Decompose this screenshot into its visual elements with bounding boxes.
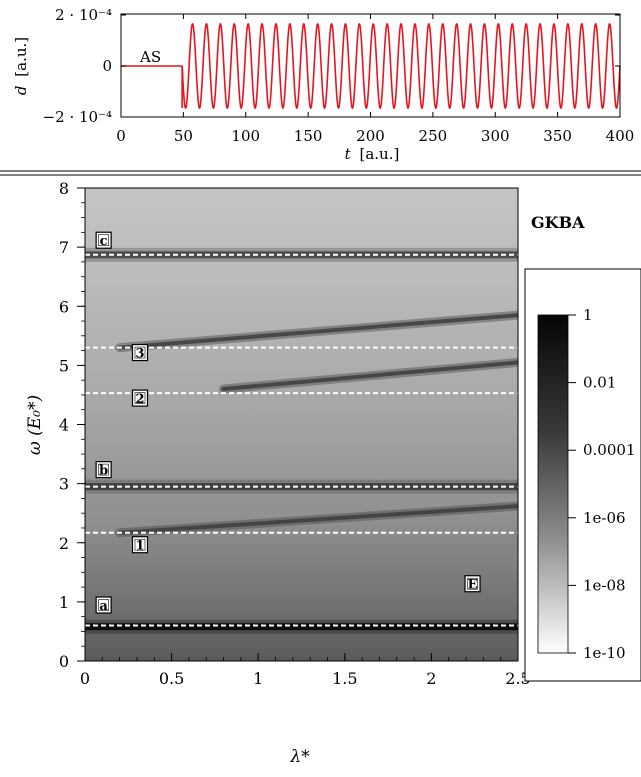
top-x-tick-label: 400 [606, 127, 635, 145]
top-x-tick-label: 250 [419, 127, 448, 145]
top-y-tick-label: 2 · 10⁻⁴ [55, 6, 112, 24]
heatmap-box-label-inner [134, 538, 146, 551]
svg-text:d [a.u.]: d [a.u.] [12, 37, 30, 95]
heatmap-box-label: c [95, 231, 112, 249]
colorbar-tick-label: 1e-06 [583, 509, 626, 527]
heatmap-band [85, 623, 518, 631]
heatmap-box-label-text: E [468, 578, 478, 593]
heatmap-x-tick-label: 2 [426, 669, 436, 688]
heatmap-y-tick-label: 2 [59, 534, 69, 553]
heatmap-box-label-text: b [99, 464, 108, 479]
heatmap-box-label-inner [467, 577, 478, 590]
heatmap-axis-ticks: 0 0.5 1 1.5 2 2.5 0 1 2 3 4 5 6 7 8 [59, 179, 531, 688]
top-x-tick-label: 0 [116, 127, 126, 145]
heatmap-x-tick-label: 2.5 [505, 669, 530, 688]
signal-oscillation [181, 22, 621, 110]
heatmap-y-tick-label: 4 [59, 416, 69, 435]
colorbar-ticks: 1 0.01 0.0001 1e-06 1e-08 1e-10 [568, 306, 636, 662]
top-ylabel: d [a.u.] [12, 37, 30, 95]
top-ylabel-var: d [12, 86, 30, 96]
heatmap-box-label-inner [134, 392, 146, 404]
heatmap-sloped-band [117, 313, 518, 350]
heatmap-y-tick-label: 3 [59, 475, 69, 494]
heatmap-box-label: 1 [131, 536, 149, 554]
heatmap-box-label-frame [95, 231, 112, 249]
heatmap-box-label-frame [131, 389, 149, 407]
heatmap-y-tick-label: 1 [59, 593, 69, 612]
heatmap-box-label: a [95, 596, 112, 614]
heatmap-ylabel: ω (E₀*) [25, 395, 45, 455]
heatmap-y-tick-label: 8 [59, 179, 69, 198]
heatmap-xlabel: λ* [289, 747, 310, 767]
heatmap-x-tick-label: 0 [80, 669, 90, 688]
spectrum-heatmap: 0 0.5 1 1.5 2 2.5 0 1 2 3 4 5 6 7 8 c 3 2 b 1 Ea λ* ω (E₀*)… [25, 179, 641, 767]
heatmap-box-label-frame [95, 461, 112, 479]
heatmap-box-label: E [464, 575, 481, 593]
signal-marks [121, 22, 621, 110]
heatmap-box-label-inner [134, 346, 146, 359]
colorbar-tick-label: 1 [583, 306, 593, 324]
heatmap-box-label-inner [98, 234, 109, 247]
heatmap-box-label: b [95, 461, 112, 479]
colorbar-gradient [537, 314, 569, 654]
colorbar-tick-label: 1e-08 [583, 576, 626, 594]
heatmap-y-tick-label: 7 [59, 238, 69, 257]
heatmap-title: GKBA [531, 213, 585, 232]
heatmap-box-label-text: c [100, 234, 108, 249]
heatmap-box-label-text: a [99, 599, 108, 614]
heatmap-box-label-frame [95, 596, 112, 614]
colorbar-tick-label: 0.01 [583, 374, 616, 392]
heatmap-y-tick-label: 6 [59, 297, 69, 316]
top-x-tick-label: 200 [356, 127, 385, 145]
heatmap-box-label-frame [131, 343, 149, 362]
heatmap-x-tick-label: 1.5 [332, 669, 357, 688]
heatmap-dashed-lines [85, 253, 518, 627]
heatmap-box-label-text: 3 [135, 347, 144, 362]
top-ylabel-unit: [a.u.] [12, 37, 30, 77]
heatmap-box-label-frame [464, 575, 481, 593]
heatmap-box-label: 2 [131, 389, 149, 407]
heatmap-box-label-inner [98, 599, 109, 611]
svg-text:t [a.u.]: t [a.u.] [345, 145, 400, 163]
top-x-tick-label: 150 [294, 127, 323, 145]
heatmap-x-tick-label: 0.5 [159, 669, 184, 688]
heatmap-sloped-band [117, 504, 518, 535]
top-x-tick-label: 50 [174, 127, 193, 145]
top-x-tick-label: 100 [231, 127, 260, 145]
top-xlabel-unit: [a.u.] [359, 145, 399, 163]
heatmap-sloped-band [221, 360, 518, 392]
top-x-tick-label: 300 [481, 127, 510, 145]
heatmap-y-tick-label: 5 [59, 356, 69, 375]
top-xlabel-var: t [345, 145, 352, 163]
heatmap-background [85, 188, 518, 661]
heatmap-box-label-text: 2 [135, 392, 144, 407]
heatmap-box-label-frame [131, 536, 149, 554]
heatmap-box-label: 3 [131, 343, 149, 362]
heatmap-box-label-text: 1 [135, 539, 144, 554]
heatmap-box-labels: c 3 2 b 1 Ea [95, 231, 481, 614]
top-xlabel: t [a.u.] [345, 145, 400, 163]
heatmap-x-tick-label: 1 [253, 669, 263, 688]
heatmap-y-tick-label: 0 [59, 652, 69, 671]
as-annotation: AS [139, 48, 161, 66]
heatmap-box-label-inner [98, 463, 109, 476]
colorbar-tick-label: 1e-10 [583, 644, 626, 662]
top-x-tick-label: 350 [543, 127, 572, 145]
colorbar-tick-label: 0.0001 [583, 441, 636, 459]
top-y-tick-label: 0 [102, 57, 112, 75]
top-y-tick-label: −2 · 10⁻⁴ [43, 108, 112, 126]
